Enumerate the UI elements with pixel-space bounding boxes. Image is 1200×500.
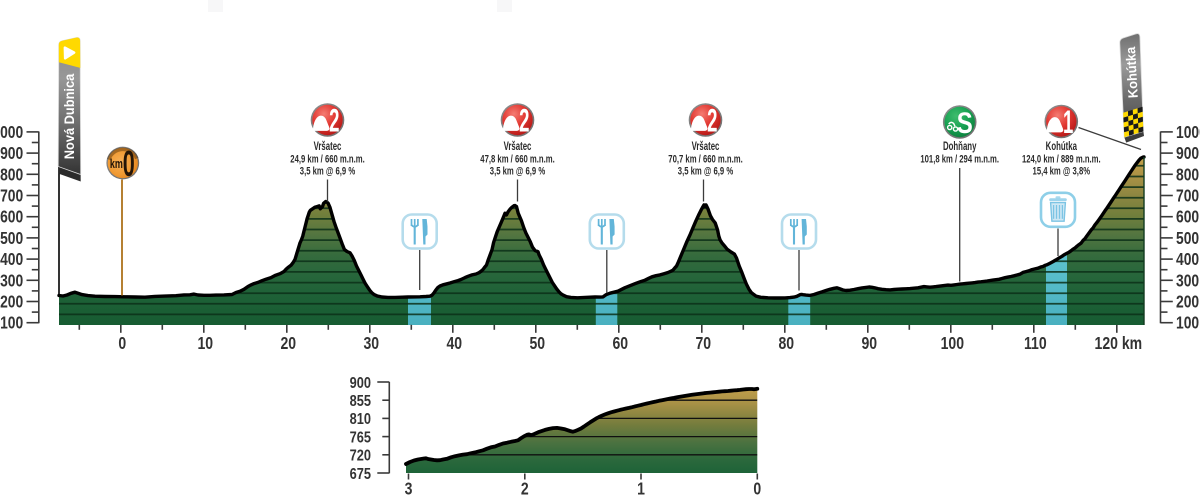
svg-text:720: 720 bbox=[350, 447, 371, 465]
svg-text:800: 800 bbox=[1176, 165, 1199, 185]
svg-text:2: 2 bbox=[329, 102, 339, 139]
svg-text:0: 0 bbox=[753, 479, 761, 499]
svg-text:765: 765 bbox=[350, 429, 371, 447]
svg-text:2: 2 bbox=[521, 479, 529, 499]
svg-text:50: 50 bbox=[529, 333, 545, 353]
svg-text:Vršatec: Vršatec bbox=[504, 141, 532, 154]
svg-text:600: 600 bbox=[0, 207, 23, 227]
svg-text:3,5 km @ 6,9 %: 3,5 km @ 6,9 % bbox=[490, 165, 546, 178]
svg-text:200: 200 bbox=[0, 292, 23, 312]
svg-text:24,9 km / 660 m.n.m.: 24,9 km / 660 m.n.m. bbox=[290, 153, 364, 166]
svg-text:400: 400 bbox=[0, 249, 23, 269]
svg-text:810: 810 bbox=[350, 411, 371, 429]
svg-text:101,8 km / 294 m.n.m.: 101,8 km / 294 m.n.m. bbox=[920, 153, 999, 166]
svg-text:120 km: 120 km bbox=[1095, 333, 1143, 353]
svg-text:124,0 km / 889 m.n.m.: 124,0 km / 889 m.n.m. bbox=[1022, 153, 1101, 166]
svg-text:100: 100 bbox=[0, 313, 23, 333]
svg-text:1: 1 bbox=[1063, 104, 1073, 141]
svg-text:Nová Dubnica: Nová Dubnica bbox=[62, 73, 77, 159]
svg-text:90: 90 bbox=[861, 333, 877, 353]
svg-text:110: 110 bbox=[1024, 333, 1047, 353]
svg-text:1: 1 bbox=[637, 479, 645, 499]
svg-text:900: 900 bbox=[0, 143, 23, 163]
svg-text:0: 0 bbox=[123, 144, 135, 184]
svg-text:30: 30 bbox=[363, 333, 379, 353]
svg-text:300: 300 bbox=[0, 271, 23, 291]
svg-text:3,5 km @ 6,9 %: 3,5 km @ 6,9 % bbox=[678, 165, 734, 178]
svg-text:80: 80 bbox=[778, 333, 794, 353]
svg-text:600: 600 bbox=[1176, 207, 1199, 227]
svg-text:100: 100 bbox=[1176, 313, 1199, 333]
svg-text:km: km bbox=[110, 157, 123, 171]
svg-text:900: 900 bbox=[1176, 143, 1199, 163]
svg-text:Kohútka: Kohútka bbox=[1123, 46, 1141, 99]
svg-text:Dohňany: Dohňany bbox=[943, 141, 977, 154]
svg-text:0: 0 bbox=[118, 333, 126, 353]
svg-text:47,8 km / 660 m.n.m.: 47,8 km / 660 m.n.m. bbox=[480, 153, 554, 166]
svg-text:40: 40 bbox=[446, 333, 462, 353]
svg-text:2: 2 bbox=[707, 102, 717, 139]
svg-text:Vršatec: Vršatec bbox=[314, 141, 342, 154]
svg-text:70,7 km / 660 m.n.m.: 70,7 km / 660 m.n.m. bbox=[668, 153, 742, 166]
svg-text:3,5 km @ 6,9 %: 3,5 km @ 6,9 % bbox=[300, 165, 356, 178]
svg-text:2: 2 bbox=[519, 102, 529, 139]
svg-text:20: 20 bbox=[280, 333, 296, 353]
svg-text:3: 3 bbox=[405, 479, 413, 499]
svg-text:700: 700 bbox=[1176, 186, 1199, 206]
svg-text:700: 700 bbox=[0, 186, 23, 206]
svg-text:400: 400 bbox=[1176, 249, 1199, 269]
svg-text:300: 300 bbox=[1176, 271, 1199, 291]
svg-text:800: 800 bbox=[0, 165, 23, 185]
svg-text:Kohútka: Kohútka bbox=[1046, 141, 1078, 154]
svg-text:60: 60 bbox=[612, 333, 628, 353]
svg-text:855: 855 bbox=[350, 393, 371, 411]
svg-text:S: S bbox=[957, 105, 973, 139]
svg-text:900: 900 bbox=[350, 375, 371, 393]
svg-text:200: 200 bbox=[1176, 292, 1199, 312]
svg-text:15,4 km @ 3,8%: 15,4 km @ 3,8% bbox=[1033, 165, 1091, 178]
svg-text:10: 10 bbox=[197, 333, 213, 353]
svg-text:Vršatec: Vršatec bbox=[692, 141, 720, 154]
svg-text:500: 500 bbox=[0, 228, 23, 248]
svg-text:100: 100 bbox=[941, 333, 964, 353]
svg-text:675: 675 bbox=[350, 466, 371, 484]
svg-text:70: 70 bbox=[695, 333, 711, 353]
svg-text:500: 500 bbox=[1176, 228, 1199, 248]
